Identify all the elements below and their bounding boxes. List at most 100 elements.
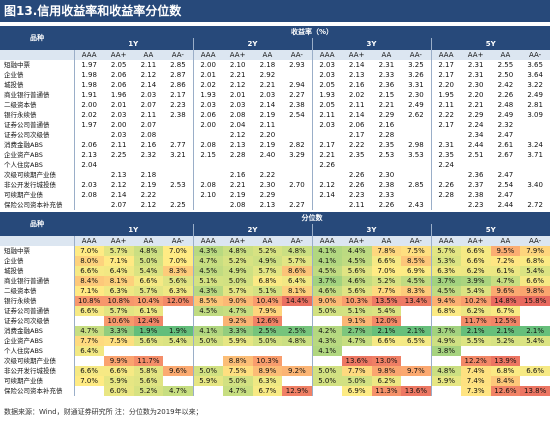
value-cell: 9.6% [490, 286, 521, 296]
value-cell: 2.11 [259, 121, 276, 129]
table-row: 可续期产业债 7.0% 5.9% 5.6% 5.9% 5.0% 6.3% 5.0% 5.0% 6.… [0, 376, 550, 386]
table-row: 商业银行普通债 1.91 1.96 2.03 2.17 1.93 2.01 2.03 2.27 1… [0, 90, 550, 100]
value-cell: 5.4% [371, 306, 402, 316]
value-cell: 2.17 [430, 70, 461, 80]
table-row: 保险公司资本补充债 6.0% 5.2% 4.7% 4.7% 6.7% 12.9% 6.9% 11… [0, 386, 550, 396]
value-cell: 2.14 [348, 61, 365, 69]
value-cell: 6.6% [460, 256, 491, 266]
value-cell: 8.1% [103, 276, 134, 286]
value-cell: 2.17 [170, 91, 186, 99]
value-cell: 2.43 [408, 201, 424, 209]
value-cell: 2.19 [140, 181, 157, 189]
value-cell: 8.0% [73, 256, 104, 266]
row-name: 个人住房ABS [4, 347, 43, 355]
row-name: 非公开发行城投债 [4, 367, 56, 375]
value-cell: 5.8% [133, 366, 164, 376]
value-cell: 7.0% [163, 256, 193, 266]
value-cell: 4.5% [341, 256, 372, 266]
value-cell: 2.1% [490, 326, 521, 336]
table-row: 银行永续债 2.02 2.03 2.11 2.38 2.06 2.08 2.19 2.54 2.1… [0, 110, 550, 120]
value-cell: 10.4% [252, 296, 283, 306]
value-cell: 8.3% [163, 266, 193, 276]
value-cell: 4.7% [222, 386, 253, 396]
value-cell [430, 356, 461, 366]
rating-row-spacer [0, 236, 74, 246]
value-cell: 2.29 [467, 111, 484, 119]
value-cell: 2.11 [140, 111, 157, 119]
value-cell: 2.70 [289, 181, 305, 189]
value-cell [282, 190, 312, 200]
value-cell: 2.55 [497, 61, 514, 69]
value-cell: 2.13 [110, 171, 127, 179]
value-cell: 2.12 [229, 81, 246, 89]
tenor-header: 5Y [430, 38, 550, 50]
value-cell [104, 160, 134, 170]
value-cell: 2.24 [430, 160, 461, 170]
value-cell [73, 386, 104, 396]
value-cell: 2.15 [378, 91, 395, 99]
value-cell: 12.9% [282, 386, 312, 396]
value-cell: 2.17 [348, 131, 365, 139]
value-cell: 2.22 [430, 110, 461, 120]
value-cell: 2.12 [140, 71, 157, 79]
value-cell: 13.6% [401, 386, 431, 396]
value-cell: 2.03 [311, 60, 342, 70]
rating-header: AA [490, 50, 521, 60]
value-cell: 2.35 [348, 151, 365, 159]
rating-header: AA [133, 50, 164, 60]
row-name: 银行永续债 [4, 297, 37, 305]
value-cell: 5.4% [520, 336, 550, 346]
value-cell: 5.0% [252, 336, 283, 346]
value-cell: 6.4% [103, 266, 134, 276]
value-cell: 2.13 [229, 141, 246, 149]
value-cell: 2.14 [348, 111, 365, 119]
value-cell: 5.9% [222, 336, 253, 346]
value-cell [311, 356, 342, 366]
value-cell: 8.5% [401, 256, 431, 266]
value-cell: 2.85 [408, 181, 424, 189]
value-cell: 2.16 [348, 81, 365, 89]
value-cell: 13.8% [520, 386, 550, 396]
value-cell: 5.6% [341, 266, 372, 276]
value-cell: 7.5% [401, 246, 431, 256]
value-cell [430, 316, 461, 326]
value-cell [163, 376, 193, 386]
value-cell: 6.2% [460, 306, 491, 316]
value-cell: 2.03 [110, 131, 127, 139]
value-cell [491, 160, 521, 170]
value-cell [430, 386, 461, 396]
value-cell: 2.25 [110, 151, 127, 159]
row-name: 企业资产ABS [4, 151, 43, 159]
value-cell: 3.64 [527, 71, 543, 79]
value-cell: 13.0% [371, 356, 402, 366]
value-cell [73, 130, 104, 140]
value-cell [520, 376, 550, 386]
value-cell: 2.02 [73, 110, 104, 120]
value-cell: 5.2% [133, 386, 164, 396]
value-cell: 2.28 [229, 151, 246, 159]
row-name: 商业银行普通债 [4, 91, 50, 99]
value-cell: 2.37 [467, 181, 484, 189]
value-cell: 2.10 [229, 61, 246, 69]
value-cell: 2.02 [348, 91, 365, 99]
value-cell: 8.3% [401, 286, 431, 296]
value-cell: 8.5% [192, 296, 223, 306]
value-cell [311, 316, 342, 326]
value-cell: 2.38 [378, 181, 395, 189]
value-cell [192, 386, 223, 396]
value-cell [282, 306, 312, 316]
value-cell: 2.07 [110, 201, 127, 209]
value-cell: 2.05 [110, 61, 127, 69]
value-cell: 2.36 [378, 81, 395, 89]
value-cell [282, 376, 312, 386]
value-cell: 2.03 [110, 111, 127, 119]
value-cell: 2.54 [289, 111, 305, 119]
value-cell: 7.0% [371, 266, 402, 276]
group-label: 收益率（%） [74, 26, 550, 38]
value-cell: 9.5% [490, 246, 521, 256]
value-cell: 5.6% [133, 376, 164, 386]
table-row: 次级可续期产业债 2.13 2.18 2.16 2.22 2.26 2.30 2.36 2.47 [0, 170, 550, 180]
value-cell: 9.0% [222, 296, 253, 306]
value-cell: 2.00 [110, 121, 127, 129]
value-cell [311, 170, 342, 180]
